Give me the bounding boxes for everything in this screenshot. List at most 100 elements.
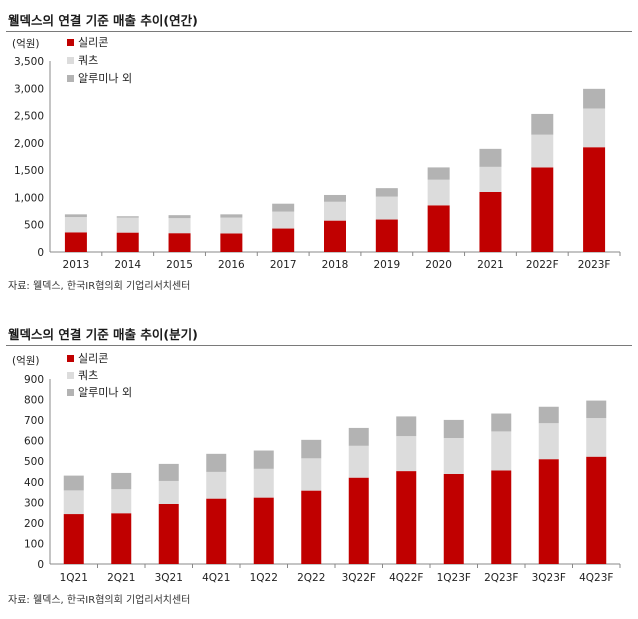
bar-segment-alumina xyxy=(375,188,398,197)
x-tick-label: 2Q23F xyxy=(484,572,518,584)
bar-segment-alumina xyxy=(427,167,450,180)
y-tick-label: 700 xyxy=(24,415,44,427)
bar-segment-alumina xyxy=(443,419,464,438)
bar-segment-silicon xyxy=(116,232,139,252)
legend-label: 쿼츠 xyxy=(78,369,98,382)
bar-segment-silicon xyxy=(586,456,607,564)
bar-segment-alumina xyxy=(324,194,346,202)
y-tick-label: 2,000 xyxy=(14,138,44,150)
bar-segment-quartz xyxy=(324,201,346,221)
bar-segment-silicon xyxy=(111,513,132,564)
bar-segment-quartz xyxy=(479,166,502,192)
legend-label: 쿼츠 xyxy=(78,54,98,67)
bar-segment-quartz xyxy=(116,217,139,233)
x-tick-label: 3Q22F xyxy=(342,572,376,584)
bar-segment-alumina xyxy=(583,88,606,109)
bar-segment-silicon xyxy=(479,191,502,252)
y-tick-label: 300 xyxy=(24,497,44,509)
bar-segment-silicon xyxy=(538,459,559,564)
bar-segment-quartz xyxy=(206,471,227,499)
legend-swatch xyxy=(67,389,74,396)
x-tick-label: 2021 xyxy=(477,259,504,271)
legend-swatch xyxy=(67,57,74,64)
source-note: 자료: 웰덱스, 한국IR협의회 기업리서치센터 xyxy=(8,595,191,606)
bar-segment-quartz xyxy=(158,480,179,504)
bar-segment-quartz xyxy=(253,468,274,498)
bar-segment-alumina xyxy=(272,203,295,212)
x-tick-label: 4Q21 xyxy=(202,572,230,584)
x-tick-label: 2Q21 xyxy=(107,572,135,584)
bar-segment-alumina xyxy=(63,475,84,491)
y-tick-label: 2,500 xyxy=(14,111,44,123)
x-tick-label: 2014 xyxy=(114,259,141,271)
y-tick-label: 500 xyxy=(24,456,44,468)
bar-segment-quartz xyxy=(427,179,450,206)
title-divider xyxy=(6,31,632,32)
y-tick-label: 3,500 xyxy=(14,56,44,68)
bar-segment-quartz xyxy=(583,108,606,148)
bar-segment-alumina xyxy=(64,214,87,218)
y-tick-label: 800 xyxy=(24,395,44,407)
x-tick-label: 2017 xyxy=(270,259,297,271)
bar-segment-alumina xyxy=(586,400,607,419)
bar-segment-quartz xyxy=(220,217,243,234)
x-tick-label: 1Q21 xyxy=(60,572,88,584)
bar-segment-quartz xyxy=(301,458,322,491)
bar-segment-alumina xyxy=(111,472,132,490)
bar-segment-silicon xyxy=(253,497,274,564)
bar-segment-silicon xyxy=(443,473,464,564)
x-tick-label: 2016 xyxy=(218,259,245,271)
y-tick-label: 1,000 xyxy=(14,192,44,204)
bar-segment-silicon xyxy=(583,147,606,252)
bar-segment-silicon xyxy=(168,233,191,252)
y-tick-label: 900 xyxy=(24,374,44,386)
bar-segment-quartz xyxy=(63,490,84,515)
bar-segment-alumina xyxy=(538,406,559,424)
bar-segment-quartz xyxy=(111,489,132,514)
y-tick-label: 0 xyxy=(37,247,44,259)
y-axis-unit-label: (억원) xyxy=(12,38,40,50)
bar-segment-silicon xyxy=(64,232,87,252)
bar-segment-quartz xyxy=(375,196,398,220)
bar-segment-quartz xyxy=(531,134,554,168)
bar-segment-quartz xyxy=(64,217,87,233)
y-tick-label: 100 xyxy=(24,538,44,550)
x-tick-label: 2018 xyxy=(322,259,349,271)
bar-segment-silicon xyxy=(375,219,398,252)
chart-title: 웰덱스의 연결 기준 매출 추이(분기) xyxy=(8,327,198,342)
legend-swatch xyxy=(67,39,74,46)
x-tick-label: 2013 xyxy=(63,259,90,271)
title-divider xyxy=(6,345,632,346)
bar-segment-silicon xyxy=(158,503,179,564)
x-tick-label: 3Q21 xyxy=(155,572,183,584)
bar-segment-alumina xyxy=(531,113,554,135)
legend-swatch xyxy=(67,355,74,362)
y-tick-label: 600 xyxy=(24,436,44,448)
legend-label: 실리콘 xyxy=(78,352,108,365)
bar-segment-silicon xyxy=(220,233,243,252)
bar-segment-silicon xyxy=(63,514,84,564)
bar-segment-silicon xyxy=(206,498,227,564)
chart-title: 웰덱스의 연결 기준 매출 추이(연간) xyxy=(8,13,198,28)
y-tick-label: 200 xyxy=(24,518,44,530)
x-tick-label: 1Q23F xyxy=(437,572,471,584)
source-note: 자료: 웰덱스, 한국IR협의회 기업리서치센터 xyxy=(8,281,191,292)
bar-segment-alumina xyxy=(206,453,227,472)
x-tick-label: 2015 xyxy=(166,259,193,271)
annual-revenue-chart: (억원) 0 500 1,000 1,500 2,000 2,500 3,000 3,500 20… xyxy=(12,36,621,271)
legend-label: 알루미나 외 xyxy=(78,385,132,399)
x-tick-label: 4Q23F xyxy=(579,572,613,584)
x-tick-label: 1Q22 xyxy=(250,572,278,584)
bar-segment-silicon xyxy=(272,228,295,252)
bar-segment-alumina xyxy=(253,450,274,469)
x-tick-label: 2023F xyxy=(578,259,611,271)
bar-segment-alumina xyxy=(168,215,191,219)
x-tick-label: 2Q22 xyxy=(297,572,325,584)
x-tick-label: 2020 xyxy=(425,259,452,271)
bar-segment-quartz xyxy=(396,436,417,472)
bar-segment-quartz xyxy=(168,218,191,234)
legend-label: 알루미나 외 xyxy=(78,71,132,85)
bar-segment-alumina xyxy=(301,439,322,459)
x-tick-label: 2019 xyxy=(373,259,400,271)
